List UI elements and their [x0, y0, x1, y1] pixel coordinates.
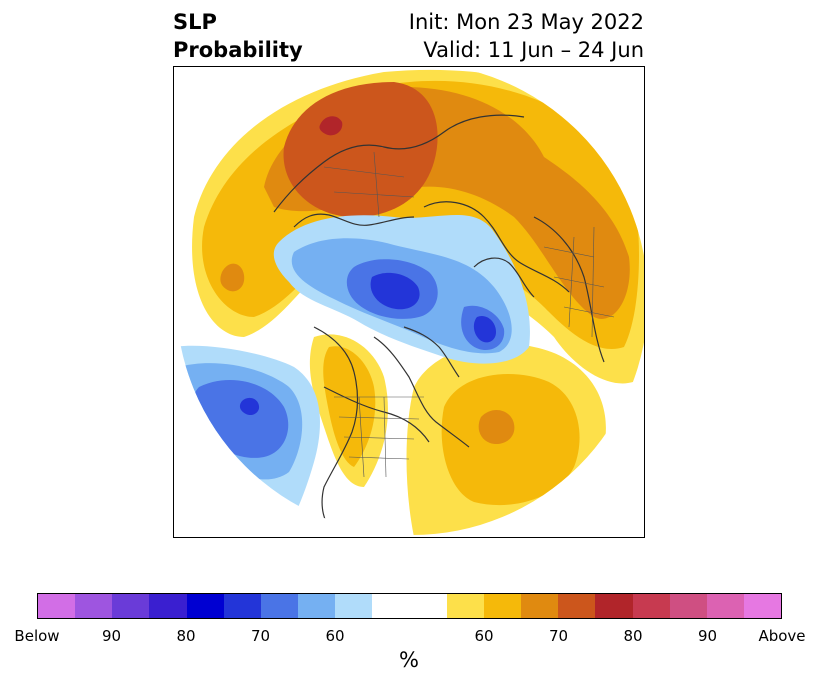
coastlines [273, 86, 625, 535]
colorbar-tick-label: 70 [250, 627, 271, 645]
above-80-core-scandinavia [319, 116, 343, 136]
colorbar-swatch [112, 594, 150, 618]
colorbar-swatch [632, 594, 670, 618]
title-left: SLP Probability [173, 8, 303, 64]
colorbar-tick-label: Above [758, 627, 806, 645]
colorbar-swatch [372, 594, 410, 618]
colorbar-swatch [149, 594, 187, 618]
colorbar-tick-label: 90 [101, 627, 122, 645]
colorbar-tick-label: 80 [176, 627, 196, 645]
colorbar-swatch [38, 594, 76, 618]
colorbar-swatch [743, 594, 782, 618]
colorbar-swatch [186, 594, 224, 618]
colorbar-swatch [260, 594, 299, 618]
colorbar-swatch [595, 594, 633, 618]
below-75-core-pacific [239, 397, 260, 416]
title-variable: SLP [173, 10, 217, 34]
map-panel [173, 66, 645, 538]
colorbar-tick-label: 80 [623, 627, 643, 645]
above-65-region-north-america [323, 346, 376, 467]
colorbar-tick-label: 70 [548, 627, 569, 645]
colorbar-swatch [223, 594, 261, 618]
colorbar-unit: % [399, 648, 419, 672]
colorbar-swatch [75, 594, 113, 618]
colorbar [37, 593, 782, 619]
title-metric: Probability [173, 38, 303, 62]
colorbar-swatch [483, 594, 522, 618]
above-75-region-north [283, 82, 438, 217]
colorbar-swatch [558, 594, 596, 618]
above-70-core-pacific [220, 263, 245, 292]
valid-range: Valid: 11 Jun – 24 Jun [423, 38, 644, 62]
below-75-core-arctic [370, 272, 420, 310]
colorbar-tick-label: 90 [697, 627, 718, 645]
colorbar-swatch [706, 594, 744, 618]
colorbar-tick-label: Below [14, 627, 60, 645]
political-borders [323, 151, 615, 478]
probability-map [176, 67, 644, 535]
colorbar-tick-label: 60 [325, 627, 345, 645]
above-70-core-atlantic [478, 409, 515, 445]
colorbar-swatch [335, 594, 373, 618]
title-right: Init: Mon 23 May 2022 Valid: 11 Jun – 24… [409, 8, 644, 64]
init-date: Init: Mon 23 May 2022 [408, 10, 644, 34]
colorbar-swatch [669, 594, 707, 618]
colorbar-tick-label: 60 [474, 627, 494, 645]
colorbar-swatch [298, 594, 336, 618]
colorbar-swatch [409, 594, 447, 618]
colorbar-swatch [521, 594, 559, 618]
colorbar-swatch [446, 594, 484, 618]
below-75-core-barents [473, 315, 496, 343]
above-65-region-atlantic [441, 374, 580, 506]
